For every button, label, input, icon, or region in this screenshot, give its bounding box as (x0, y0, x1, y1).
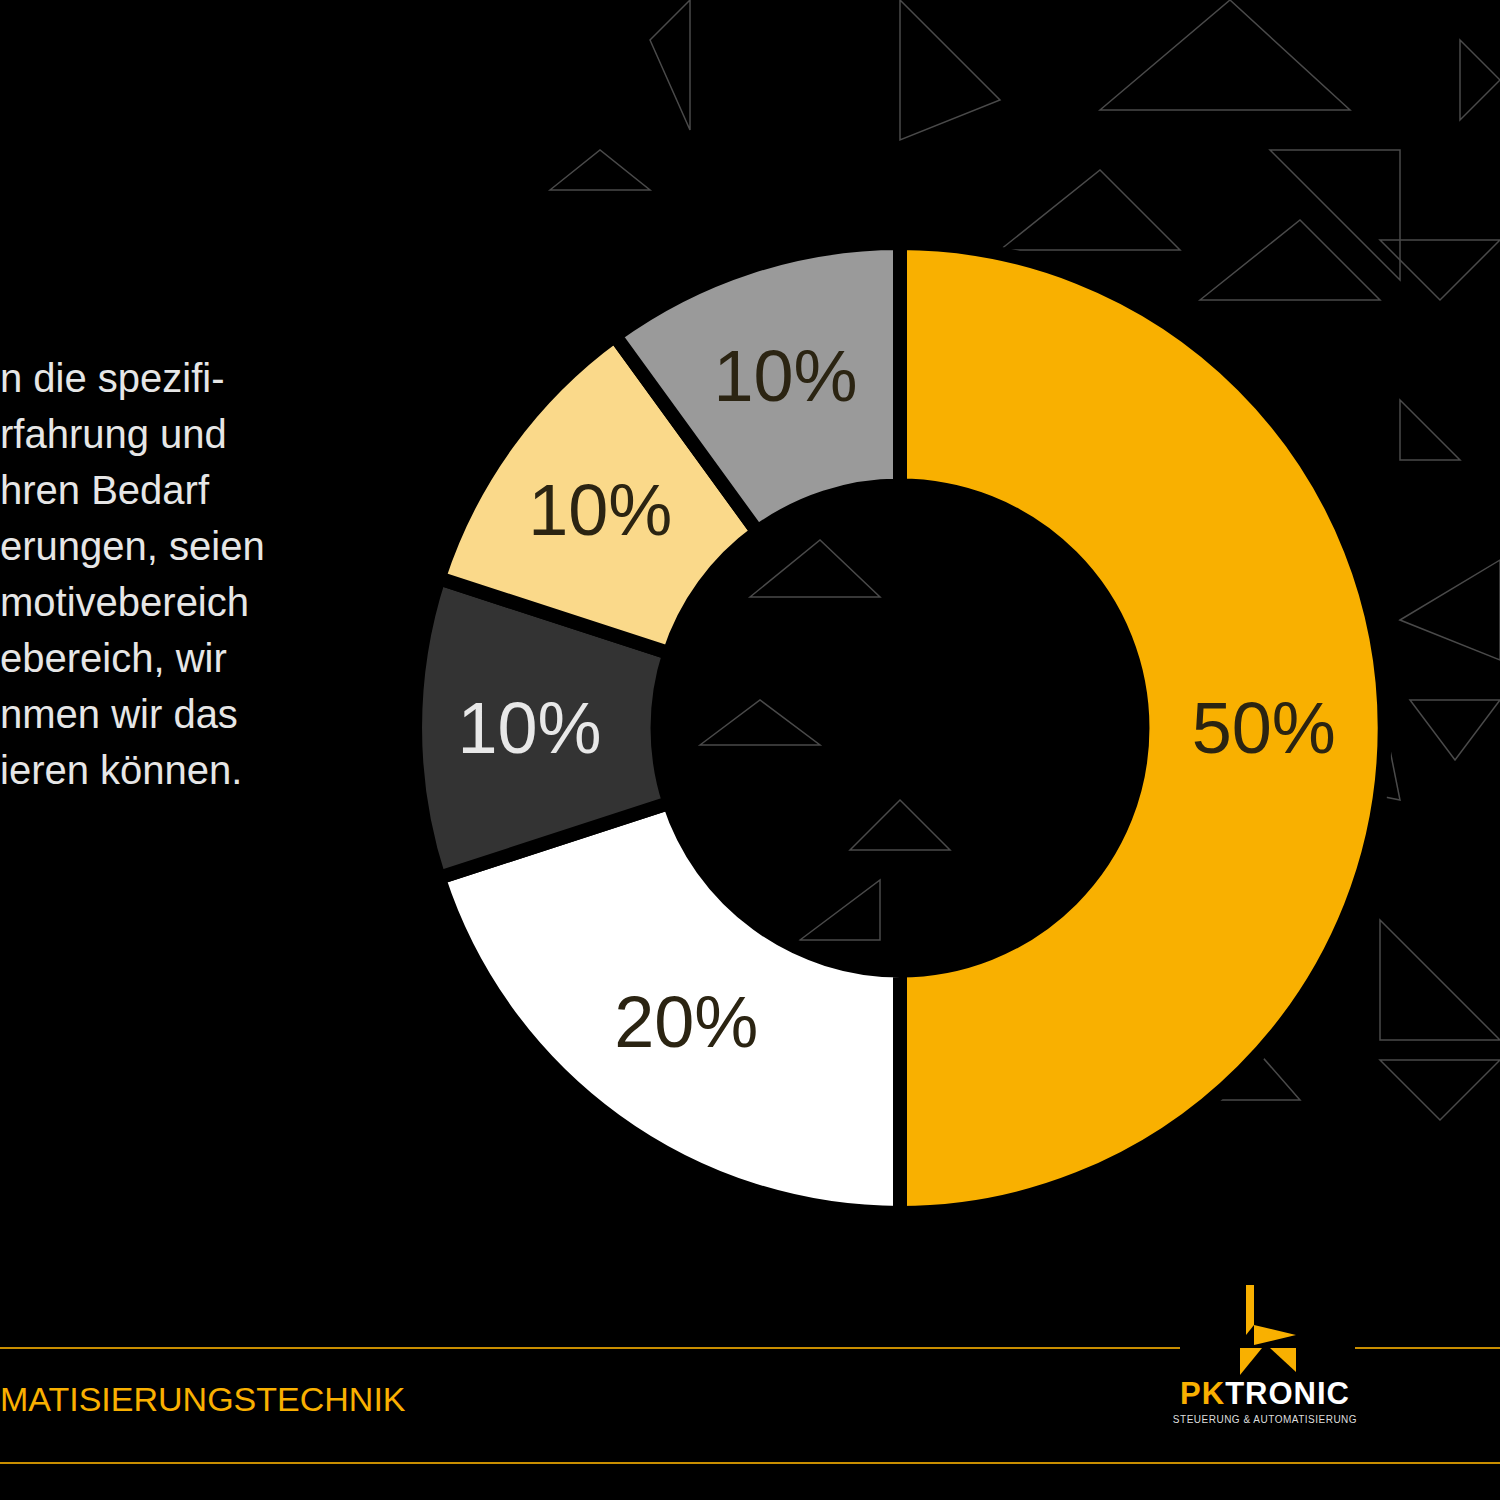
svg-text:50%: 50% (1192, 688, 1336, 768)
svg-text:20%: 20% (614, 982, 758, 1062)
html-text:PK TRONIC: PK TRONIC (1180, 1376, 1350, 1411)
svg-text:10%: 10% (528, 470, 672, 550)
svg-text:10%: 10% (457, 688, 601, 768)
html-text:STEUERUNG & AUTOMATISIERUNG: STEUERUNG & AUTOMATISIERUNG (1172, 1414, 1358, 1425)
svg-text:10%: 10% (713, 336, 857, 416)
html-text:MATISIERUNGSTECHNIK: MATISIERUNGSTECHNIK (0, 1380, 406, 1418)
html-text:n die spezifi- rfahrung und hr: n die spezifi- rfahrung und hren Bedarf … (0, 356, 265, 792)
